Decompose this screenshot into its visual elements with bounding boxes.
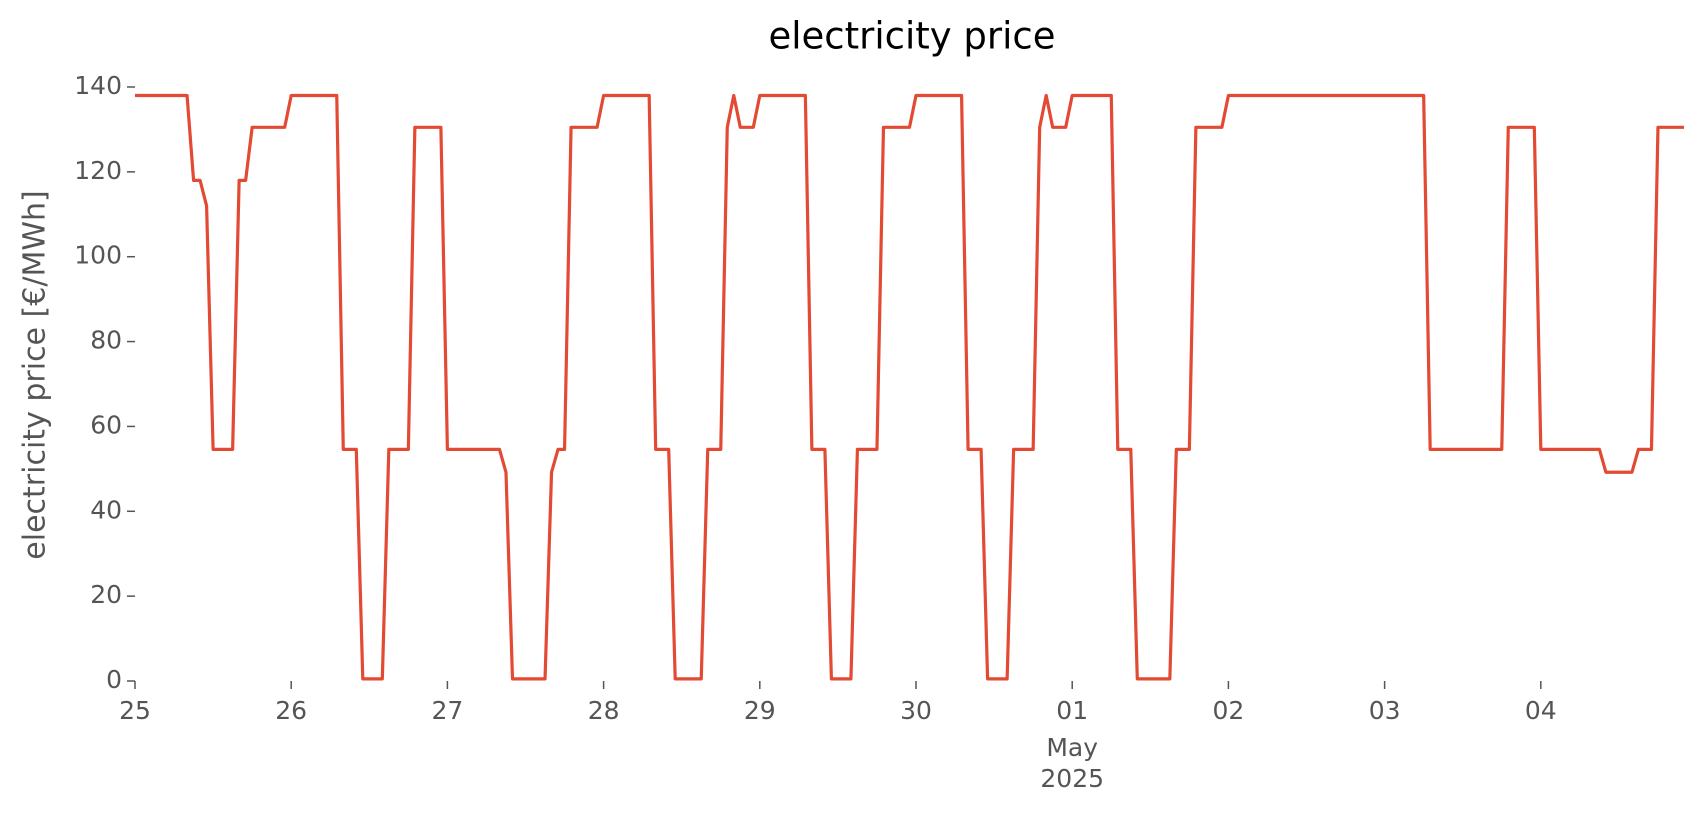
y-tick-label: 140 [74,71,122,100]
x-tick-label: 30 [900,696,932,725]
chart-title: electricity price [768,15,1055,58]
y-tick-label: 60 [90,410,122,439]
x-tick-month: May [1046,733,1098,762]
x-tick-label: 02 [1213,696,1245,725]
y-tick-label: 80 [90,326,122,355]
y-tick-label: 0 [106,665,122,694]
x-tick-label: 04 [1525,696,1557,725]
x-tick-label: 26 [275,696,307,725]
x-tick-label: 25 [119,696,151,725]
y-tick-label: 120 [74,156,122,185]
x-tick-label: 03 [1369,696,1401,725]
x-tick-label: 28 [588,696,620,725]
x-tick-label: 29 [744,696,776,725]
x-tick-year: 2025 [1040,764,1104,793]
y-axis-label: electricity price [€/MWh] [18,190,53,559]
y-tick-label: 20 [90,580,122,609]
x-tick-label: 27 [431,696,463,725]
y-tick-label: 100 [74,241,122,270]
y-tick-label: 40 [90,495,122,524]
price-line [135,93,1684,681]
x-tick-label: 01 [1056,696,1088,725]
